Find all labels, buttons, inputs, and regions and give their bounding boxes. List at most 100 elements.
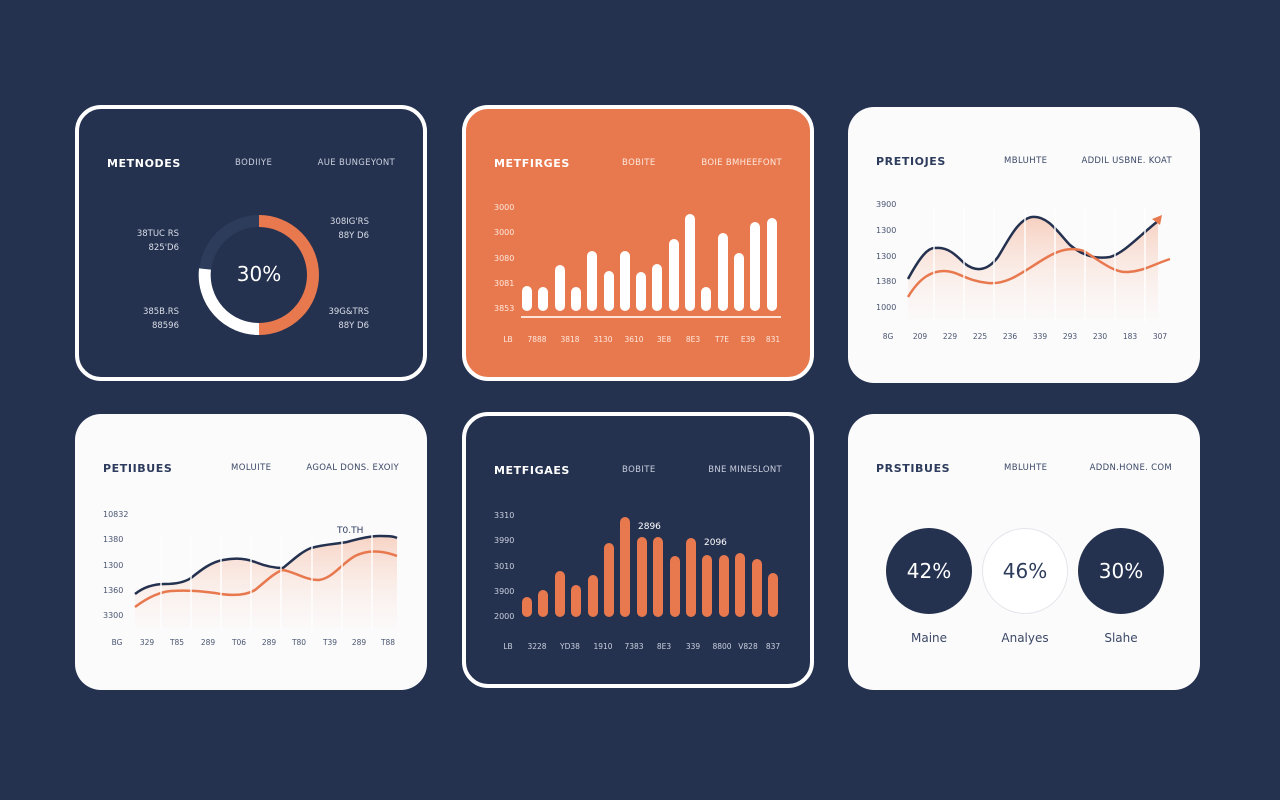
- y-axis-label: 3000: [494, 228, 515, 237]
- x-axis-label: 3610: [624, 335, 644, 344]
- bar: [554, 571, 565, 617]
- stat-circles-card[interactable]: PRSTIBUES MBLUHTE ADDN.HONE. COM 42% 46%…: [848, 414, 1200, 690]
- bar: [733, 253, 744, 311]
- bar-annotation: 2096: [704, 538, 727, 548]
- card-subtitle: MBLUHTE: [1004, 463, 1048, 473]
- x-axis-label: 293: [1062, 332, 1078, 341]
- card-title: METFIRGES: [494, 157, 570, 170]
- y-axis-label: 1300: [876, 252, 897, 261]
- y-axis-label: 3990: [494, 536, 515, 545]
- bar: [685, 214, 695, 311]
- x-axis-label: 209: [912, 332, 928, 341]
- bar: [751, 559, 762, 617]
- bar: [766, 218, 777, 311]
- bar: [668, 239, 679, 311]
- card-subtitle: MOLUITE: [231, 463, 272, 473]
- x-axis-label: 8800: [712, 642, 732, 651]
- bar: [570, 287, 581, 311]
- bar: [522, 286, 532, 311]
- bar: [522, 597, 532, 617]
- card-header: METFIRGES BOBITE BOIE BMHEEFONT: [494, 157, 782, 173]
- card-header: PRETIOJES MBLUHTE ADDIL USBNE. KOAT: [876, 155, 1172, 171]
- card-header-right: ADDIL USBNE. KOAT: [1081, 156, 1172, 166]
- x-axis-label: 8G: [882, 332, 894, 341]
- card-header-right: AUE BUNGEYONT: [317, 158, 395, 168]
- y-axis-label: 3000: [494, 203, 515, 212]
- bar: [587, 575, 598, 617]
- bar: [717, 233, 728, 311]
- y-axis-label: 1300: [103, 561, 124, 570]
- x-axis-label: 289: [200, 638, 216, 647]
- card-title: PETIIBUES: [103, 462, 173, 475]
- stat-label: Maine: [910, 631, 948, 645]
- bar: [538, 287, 549, 311]
- y-axis-label: 10832: [103, 510, 129, 519]
- y-axis-label: 1380: [103, 535, 124, 544]
- x-axis-label: 7888: [527, 335, 547, 344]
- card-subtitle: BOBITE: [622, 158, 656, 168]
- bar: [571, 585, 582, 617]
- bar: [718, 555, 729, 617]
- x-axis-label: 230: [1092, 332, 1108, 341]
- card-header-right: AGOAL DONS. EXOIY: [306, 463, 399, 473]
- x-axis-label: 3228: [527, 642, 547, 651]
- x-axis-label: 3E8: [656, 335, 672, 344]
- bar-annotation: 2896: [638, 522, 661, 532]
- bar: [653, 537, 664, 617]
- x-axis-label: 289: [351, 638, 367, 647]
- wave-chart-card-top[interactable]: PRETIOJES MBLUHTE ADDIL USBNE. KOAT 3900…: [848, 107, 1200, 383]
- y-axis-label: 3853: [494, 304, 515, 313]
- y-axis-label: 3081: [494, 279, 515, 288]
- card-header: PETIIBUES MOLUITE AGOAL DONS. EXOIY: [103, 462, 399, 478]
- x-axis-label: 339: [685, 642, 701, 651]
- x-axis-label: 3130: [593, 335, 613, 344]
- x-axis-label: LB: [503, 642, 513, 651]
- x-axis-label: 3818: [560, 335, 580, 344]
- donut-label-top-left: 38TUC RS 825'D6: [136, 229, 179, 253]
- bar: [702, 555, 713, 617]
- stat-circle-analyes: 46%: [982, 528, 1068, 614]
- card-title: PRSTIBUES: [876, 462, 951, 475]
- bar: [636, 272, 647, 311]
- y-axis-label: 1380: [876, 277, 897, 286]
- donut-chart: [198, 215, 319, 336]
- x-axis-label: T88: [380, 638, 396, 647]
- bar: [587, 251, 598, 311]
- y-axis-label: 2000: [494, 612, 515, 621]
- x-axis-label: T80: [291, 638, 307, 647]
- dark-bar-card[interactable]: METFIGAES BOBITE BNE MINESLONT 3310 3990…: [462, 412, 814, 688]
- card-header: PRSTIBUES MBLUHTE ADDN.HONE. COM: [876, 462, 1172, 478]
- bar: [619, 251, 630, 311]
- y-axis-label: 1360: [103, 586, 124, 595]
- y-axis-label: 1300: [876, 226, 897, 235]
- x-axis-label: 329: [139, 638, 155, 647]
- x-axis-label: T85: [169, 638, 185, 647]
- bar: [750, 222, 761, 311]
- x-axis-label: LB: [503, 335, 513, 344]
- x-axis-label: V828: [738, 642, 758, 651]
- x-axis-label: 307: [1152, 332, 1168, 341]
- bar: [652, 264, 663, 311]
- orange-bar-card[interactable]: METFIRGES BOBITE BOIE BMHEEFONT 3000 300…: [462, 105, 814, 381]
- area-chart: [134, 534, 398, 630]
- card-header: METFIGAES BOBITE BNE MINESLONT: [494, 464, 782, 480]
- x-axis-label: 8E3: [685, 335, 701, 344]
- donut-label-bottom-right: 39G&TRS 88Y D6: [328, 307, 369, 331]
- x-axis-label: T39: [322, 638, 338, 647]
- donut-card[interactable]: METNODES BODIIYE AUE BUNGEYONT 30% 38TUC…: [75, 105, 427, 381]
- card-header-right: BOIE BMHEEFONT: [701, 158, 782, 168]
- x-axis-label: 8E3: [656, 642, 672, 651]
- card-title: METNODES: [107, 157, 181, 170]
- x-axis-label: 831: [765, 335, 781, 344]
- card-title: PRETIOJES: [876, 155, 946, 168]
- stat-circle-slahe: 30%: [1078, 528, 1164, 614]
- bar: [701, 287, 712, 311]
- x-axis-label: T06: [231, 638, 247, 647]
- x-axis-label: 183: [1122, 332, 1138, 341]
- y-axis-label: 3300: [103, 611, 124, 620]
- card-header-right: ADDN.HONE. COM: [1089, 463, 1172, 473]
- x-axis-label: YD38: [560, 642, 580, 651]
- x-axis-label: 7383: [624, 642, 644, 651]
- bar: [620, 517, 631, 617]
- wave-chart-card-bottom[interactable]: PETIIBUES MOLUITE AGOAL DONS. EXOIY 1083…: [75, 414, 427, 690]
